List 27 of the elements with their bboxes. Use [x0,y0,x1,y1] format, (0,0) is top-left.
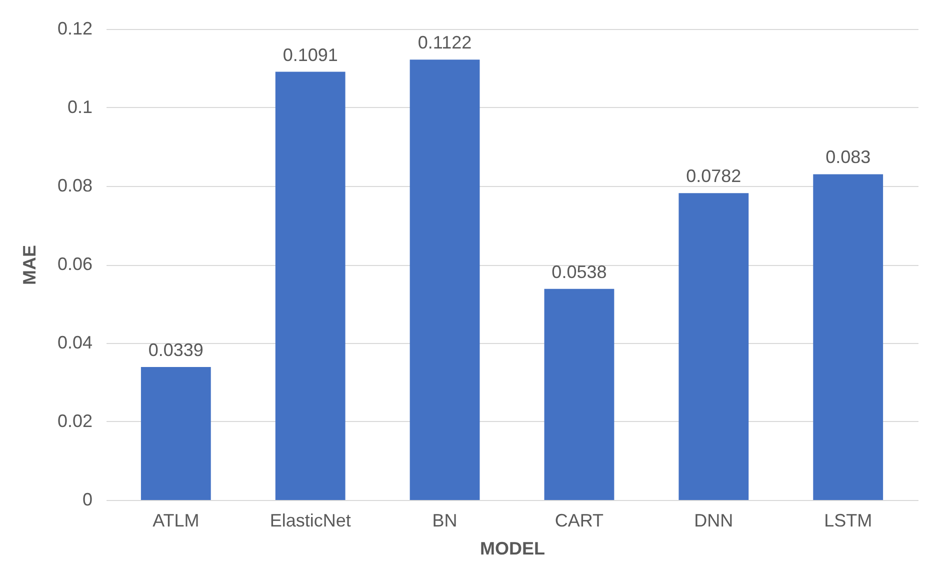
y-axis-title: MAE [19,245,40,285]
x-axis-title: MODEL [480,538,545,558]
y-tick-label: 0.12 [57,18,92,38]
data-label: 0.0339 [148,340,204,360]
data-label: 0.0782 [686,166,742,186]
x-tick-label: BN [432,510,458,530]
bar [275,72,346,500]
y-tick-label: 0.08 [57,176,92,196]
y-tick-label: 0.04 [57,332,92,352]
x-tick-label: CART [554,510,604,530]
data-label: 0.083 [826,147,871,168]
y-tick-label: 0 [82,490,92,510]
data-label: 0.1091 [282,44,338,65]
y-tick-label: 0.06 [57,254,92,274]
bar [678,193,749,500]
data-label: 0.1122 [418,32,472,53]
bar [410,60,480,500]
bar [140,366,211,500]
y-tick-label: 0.1 [67,97,92,117]
x-tick-label: LSTM [824,510,872,530]
bar [544,288,614,500]
x-tick-label: DNN [694,510,734,530]
y-tick-label: 0.02 [57,411,92,431]
x-tick-label: ATLM [152,510,200,530]
data-label: 0.0538 [552,262,607,282]
x-tick-label: ElasticNet [270,510,351,530]
bar [813,174,884,500]
